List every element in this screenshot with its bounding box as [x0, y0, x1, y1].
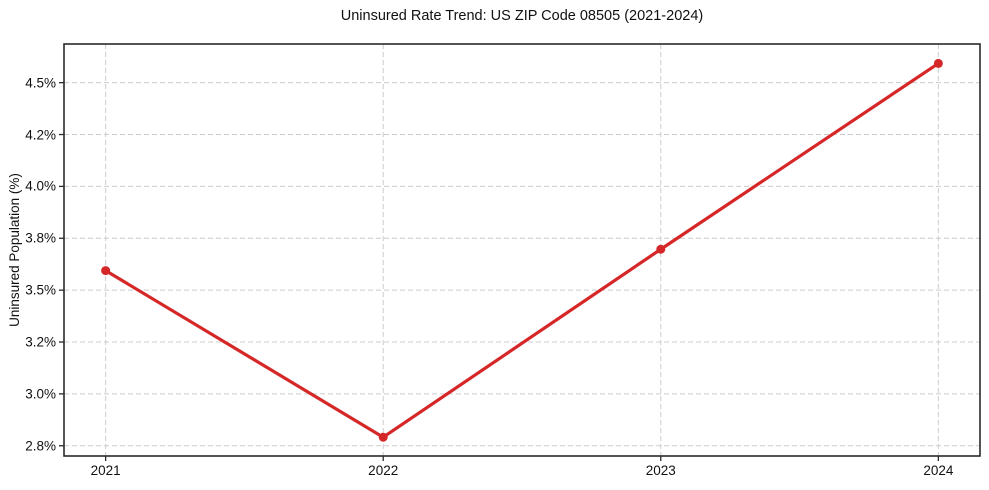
plot-border — [63, 43, 981, 457]
y-tick-label: 3.0% — [25, 386, 56, 402]
y-tick-label: 4.5% — [25, 75, 56, 91]
y-tick-label: 3.5% — [25, 282, 56, 298]
y-tick-label: 3.2% — [25, 334, 56, 350]
trend-line — [104, 61, 940, 439]
x-tick-label: 2023 — [645, 463, 676, 478]
x-tick-label: 2022 — [368, 463, 399, 478]
data-point-2023 — [656, 244, 666, 254]
data-point-2021 — [101, 266, 111, 276]
y-tick-label: 4.0% — [25, 178, 56, 194]
y-tick-label: 4.2% — [25, 127, 56, 143]
chart-title: Uninsured Rate Trend: US ZIP Code 08505 … — [340, 8, 704, 24]
data-point-2022 — [378, 432, 388, 442]
y-tick-label: 2.8% — [25, 438, 56, 454]
x-tick-label: 2024 — [923, 463, 954, 478]
y-tick-label: 3.8% — [25, 230, 56, 246]
data-point-2024 — [933, 58, 943, 68]
x-tick-label: 2021 — [90, 463, 121, 478]
